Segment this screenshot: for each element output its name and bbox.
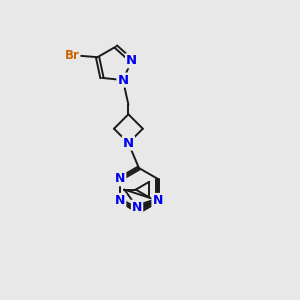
Text: Br: Br (64, 49, 80, 62)
Text: N: N (152, 194, 163, 207)
Text: N: N (117, 74, 129, 87)
Text: N: N (115, 172, 125, 185)
Text: N: N (132, 201, 142, 214)
Text: N: N (126, 54, 137, 67)
Text: N: N (115, 194, 125, 207)
Text: N: N (123, 136, 134, 150)
